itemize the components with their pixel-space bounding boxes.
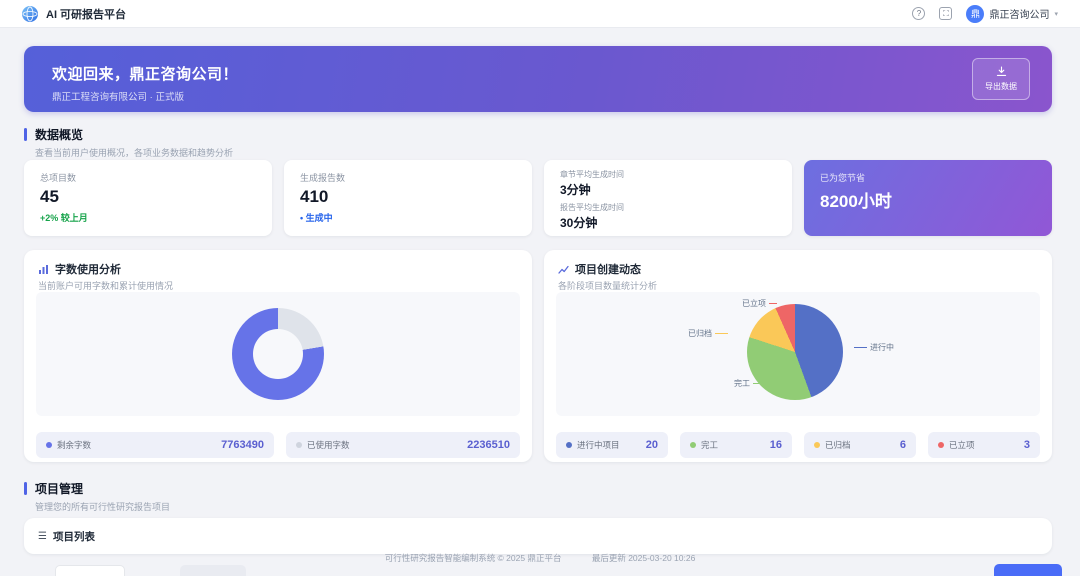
word-usage-chart-title: 字数使用分析	[38, 261, 121, 277]
project-status-chart-desc: 各阶段项目数量统计分析	[558, 281, 658, 291]
project-status-chart-title: 项目创建动态	[558, 261, 641, 277]
stat-card-total-projects: 总项目数 45 +2% 较上月	[24, 160, 272, 236]
stat-label: 已为您节省	[820, 173, 866, 183]
legend-label: 已立项	[938, 439, 975, 451]
legend-value: 2236510	[467, 439, 510, 451]
projects-section-header: 项目管理	[24, 480, 83, 497]
download-icon	[996, 66, 1006, 76]
legend-dot	[938, 442, 944, 448]
section-accent-bar	[24, 128, 27, 141]
legend-label: 已使用字数	[296, 439, 350, 451]
export-data-button[interactable]: 导出数据	[972, 58, 1030, 100]
navbar-actions: ? ⛶ 鼎 鼎正咨询公司 ▾	[912, 4, 1058, 23]
primary-action-button[interactable]	[994, 564, 1062, 576]
project-status-pie-chart[interactable]	[747, 304, 843, 400]
list-icon: ☰	[38, 531, 47, 542]
fullscreen-icon[interactable]: ⛶	[939, 7, 953, 20]
help-icon[interactable]: ?	[912, 7, 926, 20]
stat-value: 8200小时	[820, 192, 892, 211]
legend-in-progress[interactable]: 进行中项目 20	[556, 432, 668, 458]
legend-remaining-words[interactable]: 剩余字数 7763490	[36, 432, 274, 458]
legend-value: 7763490	[221, 439, 264, 451]
legend-label: 已归档	[814, 439, 851, 451]
stat-card-generation-time: 章节平均生成时间 3分钟 报告平均生成时间 30分钟	[544, 160, 792, 236]
project-search-field[interactable]	[180, 565, 246, 576]
projects-section-title: 项目管理	[35, 482, 84, 496]
footer-updated: 最后更新 2025-03-20 10:26	[591, 553, 696, 563]
welcome-banner: 欢迎回来，鼎正咨询公司！ 鼎正工程咨询有限公司 · 正式版 导出数据	[24, 46, 1052, 112]
leader-line	[769, 303, 777, 304]
legend-value: 20	[645, 439, 658, 451]
pie-label-archived: 已归档	[688, 328, 728, 339]
donut-hole	[253, 329, 303, 379]
legend-dot	[814, 442, 820, 448]
legend-value: 3	[1023, 439, 1030, 451]
legend-completed[interactable]: 完工 16	[680, 432, 792, 458]
project-list-title: ☰ 项目列表	[38, 531, 95, 543]
legend-established[interactable]: 已立项 3	[928, 432, 1040, 458]
pie-label-in-progress: 进行中	[854, 342, 894, 353]
chart-title-text: 项目创建动态	[575, 264, 641, 276]
projects-section-desc: 管理您的所有可行性研究报告项目	[35, 502, 171, 512]
legend-label: 剩余字数	[46, 439, 91, 451]
leader-line	[854, 347, 867, 348]
pie-label-established: 已立项	[742, 298, 777, 309]
legend-dot	[566, 442, 572, 448]
top-navbar: AI 可研报告平台 ? ⛶ 鼎 鼎正咨询公司 ▾	[0, 0, 1080, 28]
project-status-chart-card: 项目创建动态 各阶段项目数量统计分析 已立项 已归档 完工 进行中	[544, 250, 1052, 462]
section-accent-bar	[24, 482, 27, 495]
leader-line	[753, 383, 766, 384]
legend-value: 16	[769, 439, 782, 451]
stat-card-time-saved: 已为您节省 8200小时	[804, 160, 1052, 236]
stat-label: 报告平均生成时间	[560, 203, 624, 212]
legend-dot	[690, 442, 696, 448]
stat-label: 生成报告数	[300, 173, 346, 183]
account-name: 鼎正咨询公司	[989, 10, 1050, 21]
stat-label: 章节平均生成时间	[560, 170, 624, 179]
pie-label-completed: 完工	[734, 378, 766, 389]
project-list-card: ☰ 项目列表	[24, 518, 1052, 554]
stat-value: 3分钟	[560, 183, 591, 197]
avatar: 鼎	[966, 4, 985, 23]
overview-section-title: 数据概览	[35, 128, 84, 142]
chevron-down-icon: ▾	[1054, 10, 1058, 18]
legend-dot	[46, 442, 52, 448]
footer-copyright: 可行性研究报告智能编制系统 © 2025 鼎正平台	[384, 553, 562, 563]
overview-section-header: 数据概览	[24, 126, 83, 143]
overview-section-desc: 查看当前用户使用概况，各项业务数据和趋势分析	[35, 148, 234, 158]
word-usage-donut-chart[interactable]	[232, 308, 324, 400]
welcome-subtitle: 鼎正工程咨询有限公司 · 正式版	[52, 92, 184, 103]
stat-value: 30分钟	[560, 216, 598, 230]
app-logo-icon	[22, 5, 38, 22]
legend-used-words[interactable]: 已使用字数 2236510	[286, 432, 520, 458]
stat-delta: +2% 较上月	[40, 213, 88, 223]
legend-label: 完工	[690, 439, 718, 451]
stat-value: 45	[40, 187, 59, 206]
app-title: AI 可研报告平台	[46, 8, 127, 21]
bar-chart-icon	[39, 264, 48, 274]
legend-archived[interactable]: 已归档 6	[804, 432, 916, 458]
page-footer: 可行性研究报告智能编制系统 © 2025 鼎正平台 最后更新 2025-03-2…	[0, 552, 1080, 564]
trend-line-icon	[558, 265, 569, 274]
stat-value: 410	[300, 187, 329, 206]
legend-value: 6	[899, 439, 906, 451]
export-button-label: 导出数据	[985, 82, 1017, 91]
legend-label: 进行中项目	[566, 439, 620, 451]
leader-line	[715, 333, 728, 334]
project-status-chart-area: 已立项 已归档 完工 进行中	[556, 292, 1040, 416]
word-usage-chart-card: 字数使用分析 当前账户可用字数和累计使用情况 剩余字数 7763490 已使用字…	[24, 250, 532, 462]
word-usage-chart-area	[36, 292, 520, 416]
legend-dot	[296, 442, 302, 448]
project-filter-chip[interactable]	[55, 565, 125, 576]
welcome-title: 欢迎回来，鼎正咨询公司！	[52, 66, 239, 83]
account-menu[interactable]: 鼎 鼎正咨询公司 ▾	[966, 4, 1058, 23]
stat-status: • 生成中	[300, 213, 333, 223]
stat-card-reports-generated: 生成报告数 410 • 生成中	[284, 160, 532, 236]
word-usage-chart-desc: 当前账户可用字数和累计使用情况	[38, 281, 174, 291]
chart-title-text: 字数使用分析	[55, 264, 121, 276]
stat-label: 总项目数	[40, 173, 77, 183]
